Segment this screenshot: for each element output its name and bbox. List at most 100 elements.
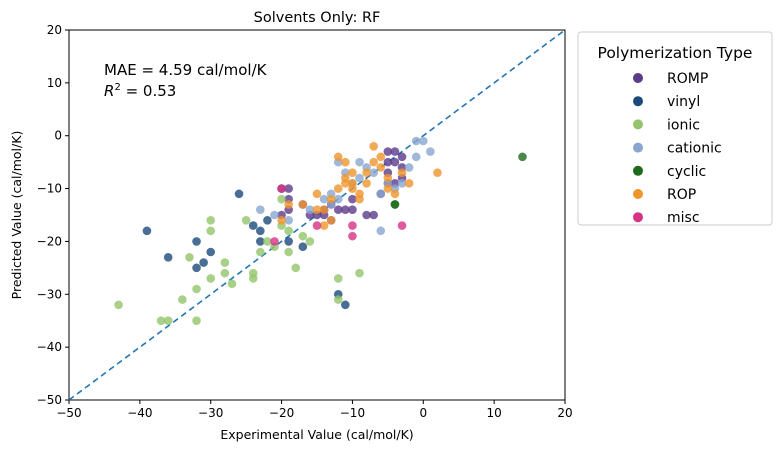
data-point — [411, 136, 421, 146]
data-point — [270, 210, 279, 220]
y-tick-label: 20 — [47, 23, 62, 37]
data-point — [319, 221, 329, 230]
data-point — [348, 205, 357, 215]
data-point — [341, 178, 350, 188]
data-point — [192, 316, 201, 326]
data-point — [206, 247, 216, 257]
y-axis-ticks: −50 −40 −30 −20 −10 0 10 20 — [37, 23, 69, 407]
legend-label-ROP: ROP — [667, 187, 696, 203]
series-vinyl — [142, 189, 350, 310]
data-point — [277, 184, 286, 193]
y-tick-label: −30 — [37, 287, 62, 301]
x-tick-label: −40 — [127, 406, 152, 420]
data-point — [319, 194, 329, 204]
data-point — [256, 205, 265, 215]
data-point — [326, 215, 336, 225]
data-point — [390, 200, 400, 209]
data-point — [369, 141, 378, 151]
data-point — [404, 178, 414, 188]
legend-marker-ionic — [633, 119, 643, 130]
scatter-points — [114, 136, 527, 326]
legend-label-cationic: cationic — [667, 141, 722, 157]
data-point — [333, 152, 343, 162]
x-tick-label: −10 — [340, 406, 365, 420]
x-axis-label: Experimental Value (cal/mol/K) — [220, 427, 413, 442]
reference-line — [68, 29, 566, 401]
legend-marker-misc — [633, 212, 643, 223]
legend-label-ionic: ionic — [667, 117, 700, 133]
data-point — [206, 226, 216, 236]
data-point — [369, 157, 378, 167]
data-point — [312, 205, 322, 215]
legend-marker-ROP — [633, 189, 643, 199]
data-point — [362, 178, 371, 188]
data-point — [333, 295, 343, 304]
legend-label-ROMP: ROMP — [667, 71, 708, 87]
data-point — [284, 226, 293, 236]
data-point — [383, 147, 393, 156]
data-point — [298, 242, 308, 252]
data-point — [284, 200, 293, 209]
data-point — [298, 200, 308, 209]
data-point — [333, 274, 343, 283]
data-point — [397, 168, 407, 178]
data-point — [284, 237, 293, 246]
data-point — [341, 300, 350, 310]
series-ionic — [114, 194, 364, 326]
legend: Polymerization Type ROMP vinyl ionic cation… — [577, 31, 773, 226]
data-point — [277, 215, 286, 225]
data-point — [185, 252, 194, 262]
data-point — [390, 147, 400, 156]
data-point — [206, 274, 216, 283]
legend-marker-ROMP — [633, 73, 643, 83]
series-misc — [270, 184, 407, 246]
data-point — [355, 194, 364, 204]
legend-label-misc: misc — [667, 210, 700, 226]
data-point — [326, 194, 336, 204]
data-point — [227, 279, 237, 289]
data-point — [348, 231, 357, 241]
y-tick-label: 10 — [47, 76, 62, 90]
data-point — [397, 178, 407, 188]
data-point — [333, 194, 343, 204]
data-point — [362, 168, 371, 178]
data-point — [163, 316, 173, 326]
data-point — [220, 268, 230, 278]
data-point — [426, 147, 435, 156]
x-tick-label: 0 — [419, 406, 427, 420]
data-point — [284, 184, 293, 193]
data-point — [369, 168, 378, 178]
data-point — [383, 157, 393, 167]
y-tick-label: 0 — [54, 129, 62, 143]
y-tick-label: −40 — [37, 340, 62, 354]
data-point — [192, 237, 201, 246]
data-point — [376, 152, 386, 162]
data-point — [383, 173, 393, 183]
series-ROP — [277, 141, 442, 230]
data-point — [341, 205, 350, 215]
data-point — [355, 157, 364, 167]
data-point — [305, 205, 315, 215]
data-point — [291, 263, 301, 273]
legend-label-vinyl: vinyl — [667, 94, 700, 110]
data-point — [397, 221, 407, 230]
legend-marker-cyclic — [633, 165, 643, 176]
data-point — [234, 189, 244, 199]
legend-frame — [577, 31, 773, 226]
chart-title: Solvents Only: RF — [254, 10, 381, 26]
data-point — [411, 152, 421, 162]
data-point — [263, 215, 272, 225]
data-point — [305, 237, 315, 246]
y-tick-label: −10 — [37, 182, 62, 196]
data-point — [376, 189, 386, 199]
y-tick-label: −50 — [37, 393, 62, 407]
x-tick-label: −20 — [269, 406, 294, 420]
x-tick-label: −50 — [56, 406, 81, 420]
data-point — [348, 178, 357, 188]
legend-entries: ROMP vinyl ionic cationic cyclic ROP misc — [633, 71, 722, 226]
data-point — [192, 284, 201, 294]
data-point — [114, 300, 123, 310]
data-point — [383, 184, 393, 193]
data-point — [518, 152, 527, 162]
